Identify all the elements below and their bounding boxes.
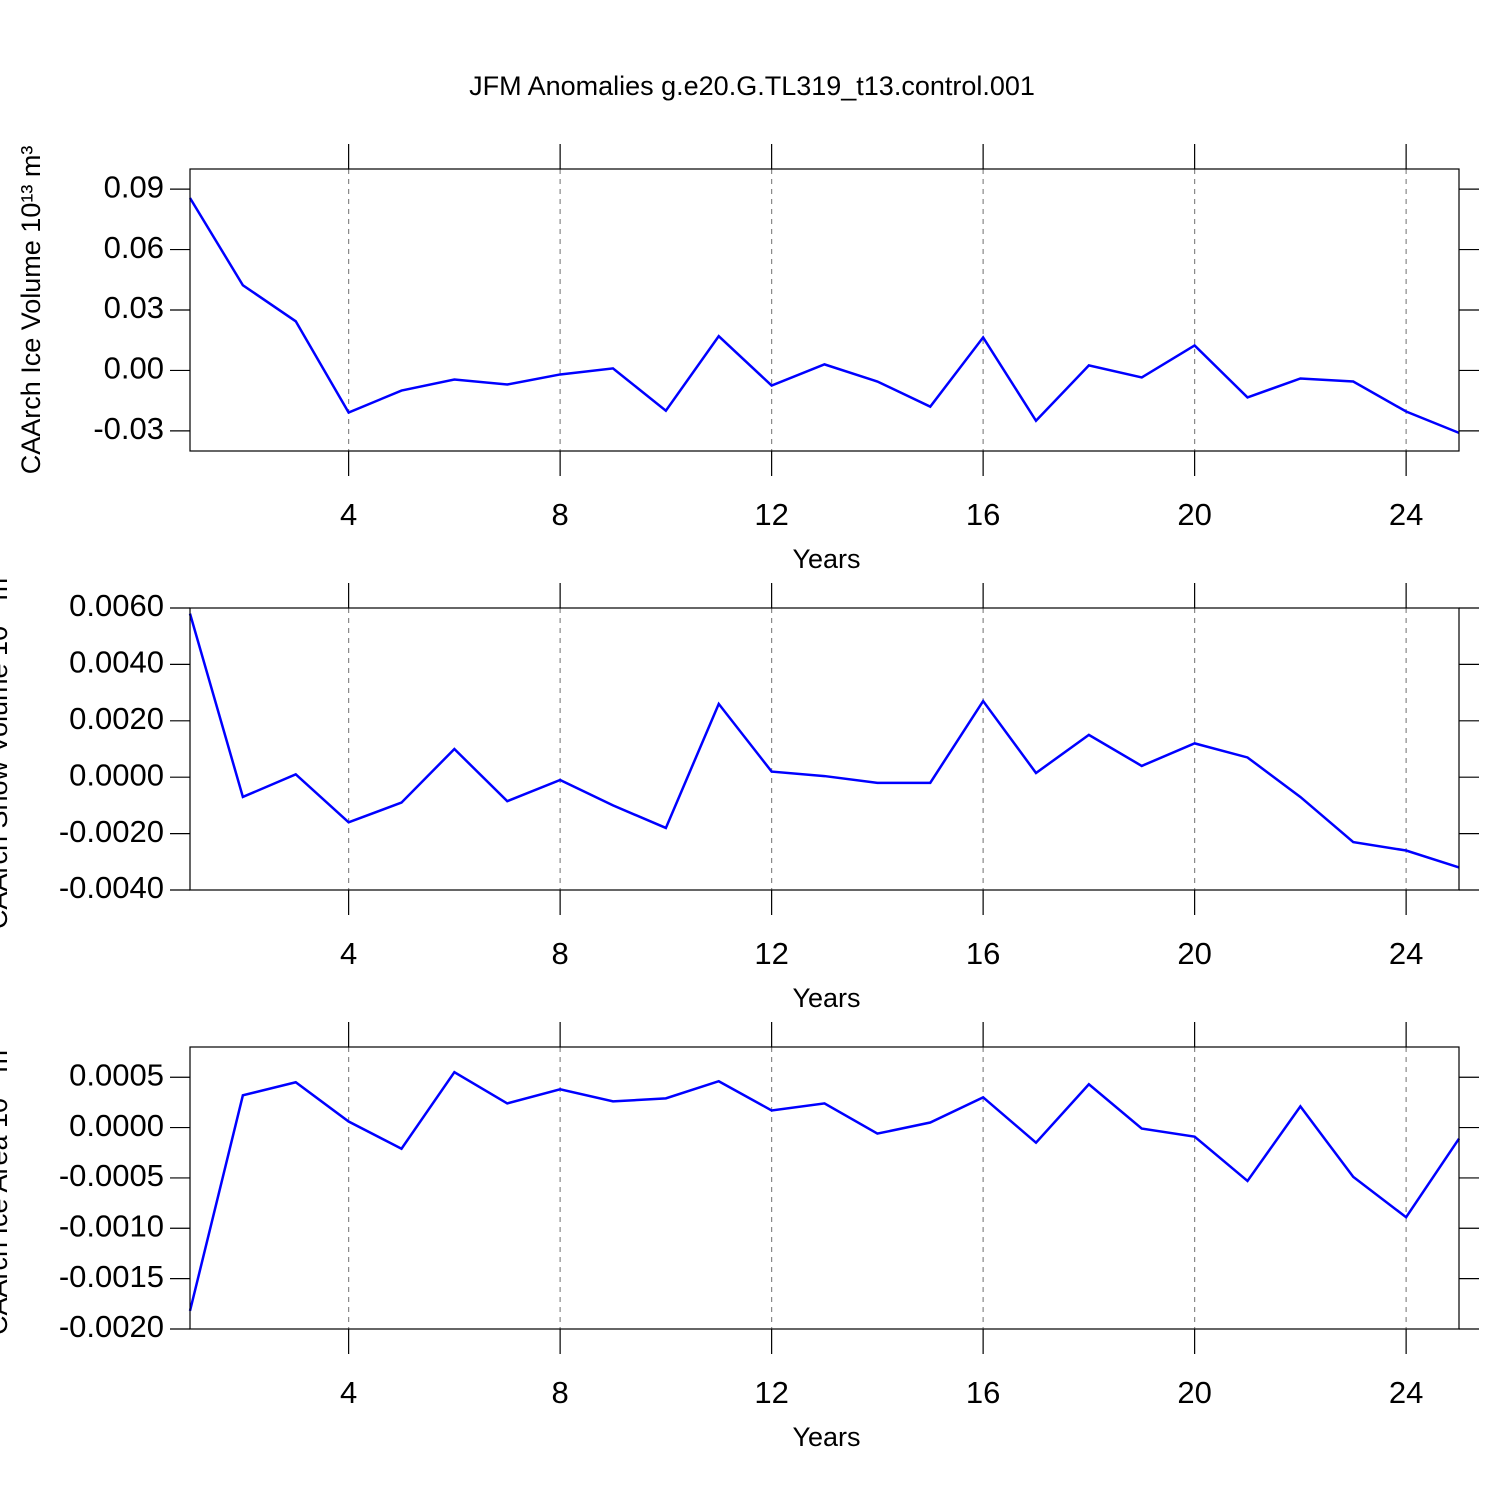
data-line [188,1070,1461,1312]
x-tick-label: 20 [1177,497,1211,532]
y-tick-label: 0.03 [104,290,164,325]
figure-title: JFM Anomalies g.e20.G.TL319_t13.control.… [469,71,1035,101]
x-tick-label: 24 [1389,497,1423,532]
x-tick-label: 4 [340,936,357,971]
x-tick-label: 4 [340,1375,357,1410]
x-tick-label: 8 [552,1375,569,1410]
x-tick-label: 12 [754,936,788,971]
x-tick-label: 16 [966,1375,1000,1410]
y-tick-label: 0.09 [104,169,164,204]
x-axis-label: Years [792,1422,860,1452]
x-tick-label: 16 [966,936,1000,971]
data-line [188,613,1460,869]
x-tick-label: 16 [966,497,1000,532]
plot-frame [189,607,1460,891]
y-axis-label: CAArch Ice Volume 10¹³ m³ [16,146,46,475]
x-tick-label: 24 [1389,1375,1423,1410]
y-axis-label: CAArch Snow Volume 10¹³ m³ [0,569,13,929]
x-tick-label: 12 [754,1375,788,1410]
data-line [188,197,1460,435]
y-axis-label: CAArch Ice Area 10¹³ m² [0,1041,13,1335]
y-tick-label: -0.0040 [59,870,164,905]
y-tick-label: 0.0060 [69,588,164,623]
x-tick-label: 4 [340,497,357,532]
x-tick-label: 20 [1177,936,1211,971]
plot-frame [189,168,1460,452]
y-tick-label: -0.0015 [59,1259,164,1294]
x-axis-label: Years [792,544,860,574]
x-tick-label: 20 [1177,1375,1211,1410]
y-tick-label: 0.0000 [69,1108,164,1143]
y-tick-label: 0.0000 [69,757,164,792]
y-tick-label: 0.06 [104,230,164,265]
plot-frame [189,1046,1460,1330]
y-tick-label: -0.03 [93,411,164,446]
x-tick-label: 8 [552,497,569,532]
y-tick-label: -0.0020 [59,814,164,849]
y-tick-label: -0.0020 [59,1309,164,1344]
x-axis-label: Years [792,983,860,1013]
x-tick-label: 12 [754,497,788,532]
y-tick-label: 0.0020 [69,701,164,736]
y-tick-label: 0.0040 [69,645,164,680]
x-tick-label: 24 [1389,936,1423,971]
y-tick-label: 0.0005 [69,1057,164,1092]
y-tick-label: -0.0005 [59,1158,164,1193]
y-tick-label: -0.0010 [59,1208,164,1243]
x-tick-label: 8 [552,936,569,971]
y-tick-label: 0.00 [104,351,164,386]
